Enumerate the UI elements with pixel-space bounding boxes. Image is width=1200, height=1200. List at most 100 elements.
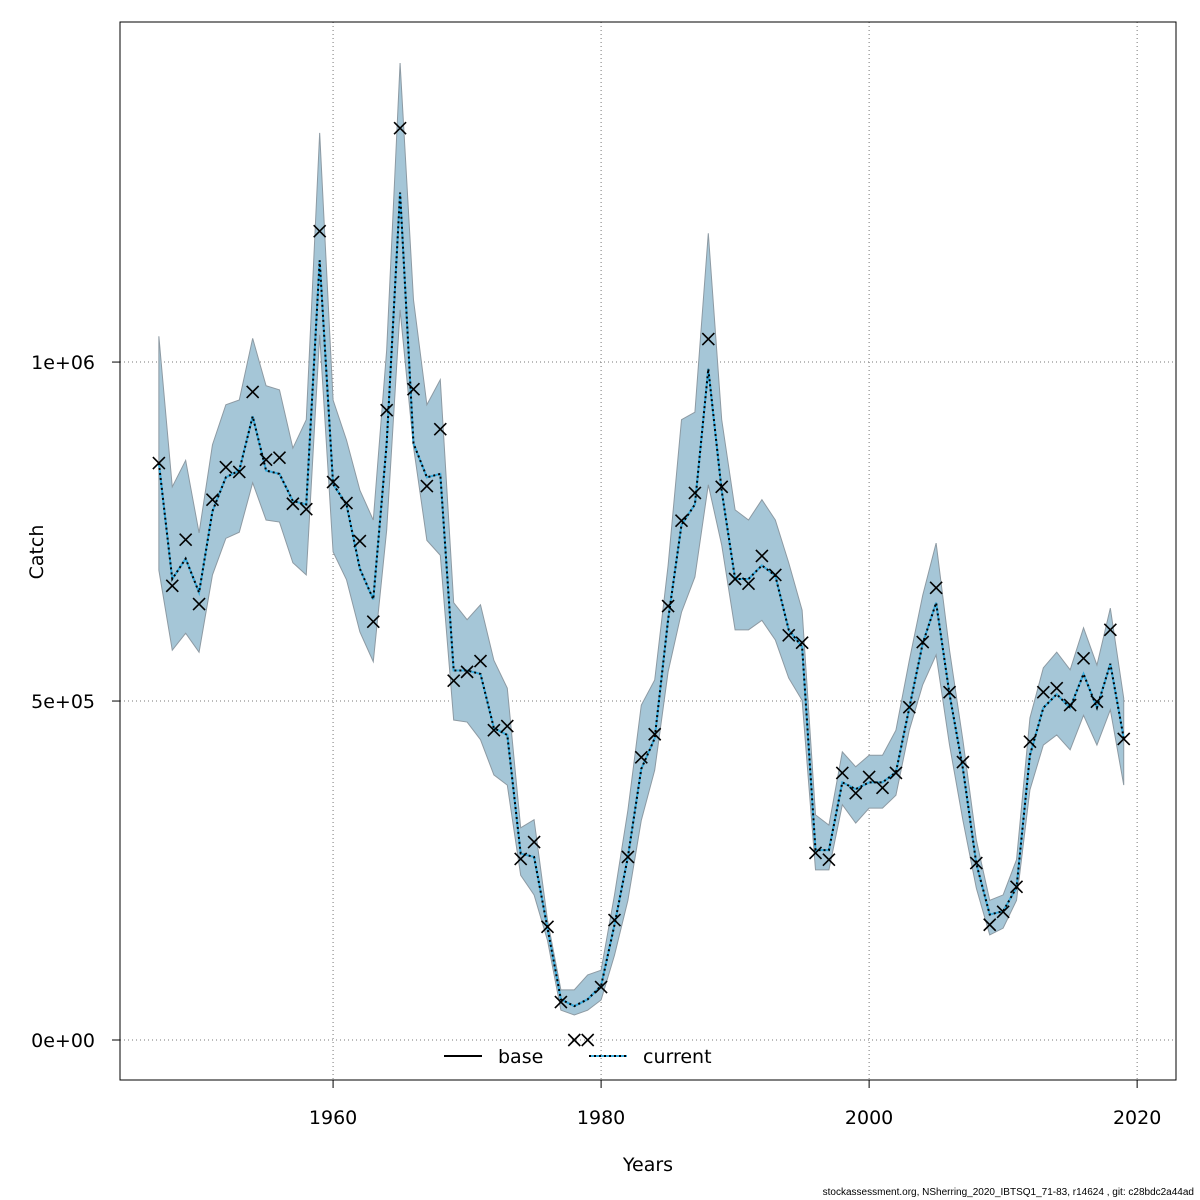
observed-marker-stroke [755,549,769,563]
observed-point [902,700,916,714]
observed-marker-stroke [286,497,300,511]
observed-marker-stroke [768,568,782,582]
observed-point [607,913,622,927]
observed-point [1036,685,1050,699]
observed-marker-stroke [701,332,715,346]
footer-credit: stockassessment.org, NSherring_2020_IBTS… [822,1187,1194,1198]
observed-point [835,766,849,780]
observed-marker-stroke [339,496,354,510]
observed-point [755,549,769,563]
observed-point [259,453,273,467]
observed-marker-stroke [889,766,903,780]
observed-point [741,577,756,591]
observed-point [219,460,233,474]
observed-point [728,572,742,586]
observed-point [581,1033,595,1047]
observed-marker-stroke [272,451,287,465]
observed-marker-stroke [393,121,407,135]
observed-marker-stroke [353,534,367,548]
observed-point [406,382,421,396]
observed-point [152,456,166,470]
observed-marker-stroke [567,1033,581,1047]
observed-point [326,475,340,489]
observed-marker-stroke [259,453,273,467]
observed-point [1063,698,1077,712]
observed-marker-stroke [326,475,340,489]
observed-point [942,685,957,699]
observed-point [795,636,809,650]
observed-point [969,856,983,870]
observed-point [299,502,313,516]
observed-point [393,121,407,135]
observed-point [849,786,863,800]
observed-marker-stroke [514,852,528,866]
plot-frame [119,21,1177,1081]
observed-point [540,920,555,934]
legend-current-label: current [643,1046,712,1068]
observed-marker-stroke [406,382,421,396]
observed-marker-stroke [1050,681,1064,695]
observed-point [822,853,836,867]
observed-point [956,755,970,769]
observed-marker-stroke [983,918,997,932]
observed-point [313,224,327,238]
observed-marker-stroke [1023,735,1037,749]
observed-marker-stroke [527,835,541,849]
observed-marker-stroke [795,636,809,650]
observed-point [339,496,354,510]
observed-marker-stroke [500,719,514,733]
observed-marker-stroke [956,755,970,769]
observed-marker-stroke [621,850,635,864]
observed-point [688,486,702,500]
observed-marker-stroke [1076,651,1091,665]
observed-point [433,422,447,436]
observed-point [996,905,1010,919]
series-lines [157,192,1125,1008]
observed-marker-stroke [581,1033,595,1047]
observed-point [165,579,179,593]
observed-point [889,766,903,780]
observed-marker-stroke [929,581,943,595]
observed-marker-stroke [1117,732,1131,746]
observed-point [500,719,514,733]
observed-marker-stroke [192,597,206,611]
observed-marker-stroke [366,615,380,629]
y-tick-label: 5e+05 [31,691,95,713]
observed-point [661,599,675,613]
observed-point [205,493,220,507]
observed-marker-stroke [942,685,957,699]
legend: base current [444,1046,712,1068]
observed-marker-stroke [299,502,313,516]
observed-point [1023,735,1037,749]
observed-marker-stroke [473,654,488,668]
observed-point [420,479,434,493]
observed-marker-stroke [179,533,193,547]
observed-point [514,852,528,866]
confidence-bands [158,63,1125,1016]
observed-point [232,465,246,479]
observed-marker-stroke [875,781,890,795]
observed-marker-stroke [741,577,756,591]
observed-marker-stroke [1090,695,1104,709]
observed-point [473,654,488,668]
y-tick-label: 1e+06 [31,352,95,374]
observed-marker-stroke [902,700,916,714]
x-axis-label: Years [622,1154,673,1176]
observed-marker-stroke [1063,698,1077,712]
observed-point [487,723,501,737]
observed-marker-stroke [219,460,233,474]
observed-marker-stroke [688,486,702,500]
observed-marker-stroke [822,853,836,867]
observed-point [875,781,890,795]
observed-point [634,750,648,764]
observed-marker-stroke [205,493,220,507]
confidence-band [158,63,1125,1016]
observed-marker-stroke [1009,880,1024,894]
observed-point [782,628,796,642]
observed-point [929,581,943,595]
observed-marker-stroke [835,766,849,780]
observed-marker-stroke [674,514,689,528]
observed-point [862,770,876,784]
observed-marker-stroke [460,665,474,679]
